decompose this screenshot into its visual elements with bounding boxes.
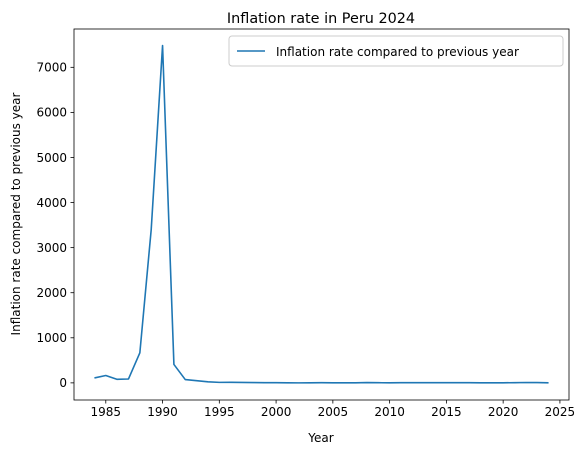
x-tick-label: 2005 <box>318 405 349 419</box>
plot-area <box>74 29 569 400</box>
x-tick-label: 2020 <box>488 405 519 419</box>
y-tick-label: 1000 <box>36 331 67 345</box>
y-tick-label: 6000 <box>36 106 67 120</box>
plot-frame <box>73 28 570 401</box>
chart-title: Inflation rate in Peru 2024 <box>227 11 415 27</box>
x-axis-label: Year <box>307 431 333 445</box>
legend-box <box>228 35 564 67</box>
y-tick-label: 5000 <box>36 151 67 165</box>
x-tick-label: 2025 <box>545 405 576 419</box>
x-tick-label: 1990 <box>147 405 178 419</box>
y-tick-label: 3000 <box>36 241 67 255</box>
x-tick-label: 2015 <box>431 405 462 419</box>
y-tick-label: 2000 <box>36 286 67 300</box>
x-tick-label: 1995 <box>204 405 235 419</box>
legend-label: Inflation rate compared to previous year <box>276 45 519 59</box>
x-tick-label: 1985 <box>91 405 122 419</box>
y-tick-label: 4000 <box>36 196 67 210</box>
y-axis: 0 1000 2000 3000 4000 5000 6000 7000 <box>36 61 74 390</box>
x-axis: 1985 1990 1995 2000 2005 2010 2015 2020 2025 <box>91 400 576 419</box>
y-tick-label: 7000 <box>36 61 67 75</box>
y-axis-label: Inflation rate compared to previous year <box>9 92 23 335</box>
x-tick-label: 2010 <box>374 405 405 419</box>
legend: Inflation rate compared to previous year <box>228 35 564 67</box>
y-tick-label: 0 <box>59 376 67 390</box>
series-line-inflation-rate <box>94 44 549 384</box>
x-tick-label: 2000 <box>261 405 292 419</box>
